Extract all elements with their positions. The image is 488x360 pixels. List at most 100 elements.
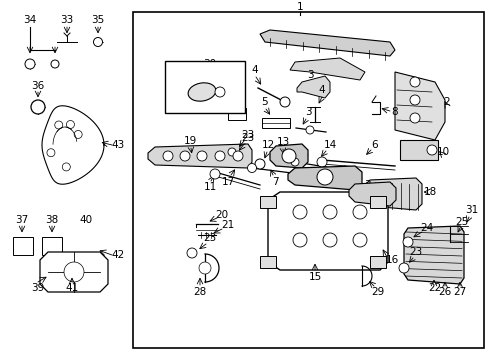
- Text: 12: 12: [261, 140, 274, 150]
- Text: 21: 21: [221, 220, 234, 230]
- Circle shape: [186, 248, 197, 258]
- Ellipse shape: [188, 83, 215, 101]
- Text: 2: 2: [443, 97, 449, 107]
- Text: 16: 16: [385, 255, 398, 265]
- Circle shape: [93, 37, 102, 46]
- Circle shape: [290, 158, 298, 166]
- Circle shape: [47, 149, 55, 157]
- Circle shape: [197, 151, 206, 161]
- Text: 14: 14: [323, 140, 336, 150]
- Bar: [369, 256, 385, 268]
- Text: 32: 32: [178, 90, 191, 100]
- Text: 3: 3: [304, 107, 311, 117]
- Polygon shape: [40, 252, 108, 292]
- Text: 4: 4: [251, 65, 258, 75]
- Polygon shape: [348, 182, 395, 206]
- Bar: [260, 196, 275, 208]
- Text: 13: 13: [276, 137, 289, 147]
- Circle shape: [64, 262, 84, 282]
- Circle shape: [163, 151, 173, 161]
- Text: 9: 9: [224, 87, 231, 97]
- Bar: [369, 196, 385, 208]
- Circle shape: [316, 169, 332, 185]
- Circle shape: [51, 60, 59, 68]
- Circle shape: [402, 237, 412, 247]
- Circle shape: [74, 130, 82, 139]
- Circle shape: [209, 169, 220, 179]
- Circle shape: [352, 233, 366, 247]
- Bar: [13, 237, 33, 255]
- Text: 4: 4: [318, 85, 325, 95]
- Polygon shape: [289, 58, 364, 80]
- Circle shape: [409, 77, 419, 87]
- Circle shape: [247, 163, 256, 172]
- Circle shape: [409, 95, 419, 105]
- Circle shape: [305, 126, 313, 134]
- Text: 15: 15: [308, 272, 321, 282]
- Polygon shape: [403, 226, 463, 284]
- Text: 19: 19: [183, 136, 196, 146]
- Text: 24: 24: [420, 223, 433, 233]
- Polygon shape: [394, 72, 444, 140]
- Text: 28: 28: [193, 287, 206, 297]
- Circle shape: [215, 151, 224, 161]
- Bar: [133, 12, 483, 348]
- Circle shape: [323, 205, 336, 219]
- Circle shape: [426, 145, 436, 155]
- Text: 6: 6: [371, 140, 378, 150]
- Circle shape: [323, 233, 336, 247]
- Circle shape: [66, 121, 74, 129]
- Text: 36: 36: [31, 81, 44, 91]
- Circle shape: [232, 151, 243, 161]
- Circle shape: [316, 157, 326, 167]
- Text: 10: 10: [436, 147, 448, 157]
- Text: 38: 38: [45, 215, 59, 225]
- Circle shape: [31, 100, 45, 114]
- Circle shape: [292, 233, 306, 247]
- Text: 23: 23: [408, 247, 422, 257]
- Bar: [164, 61, 244, 113]
- Circle shape: [62, 163, 70, 171]
- Circle shape: [340, 166, 348, 174]
- Bar: [399, 140, 437, 160]
- Polygon shape: [296, 76, 329, 98]
- Text: 22: 22: [427, 283, 441, 293]
- Text: 25: 25: [454, 217, 468, 227]
- Text: 43: 43: [111, 140, 124, 150]
- Circle shape: [180, 151, 190, 161]
- Text: 23: 23: [241, 133, 254, 143]
- Text: 41: 41: [65, 283, 79, 293]
- Text: 5: 5: [261, 97, 268, 107]
- Circle shape: [25, 59, 35, 69]
- Text: 18: 18: [423, 187, 436, 197]
- Text: 23: 23: [203, 233, 216, 243]
- Circle shape: [254, 159, 264, 169]
- Text: 29: 29: [370, 287, 384, 297]
- Text: 3: 3: [306, 70, 313, 80]
- Text: 37: 37: [15, 215, 29, 225]
- Circle shape: [227, 148, 236, 156]
- Text: 1: 1: [296, 2, 303, 12]
- Polygon shape: [267, 192, 387, 270]
- Text: 20: 20: [215, 210, 228, 220]
- Text: 26: 26: [437, 287, 451, 297]
- Text: 8: 8: [391, 107, 398, 117]
- Text: 27: 27: [452, 287, 466, 297]
- Text: 34: 34: [23, 15, 37, 25]
- Text: 31: 31: [465, 205, 478, 215]
- Text: 17: 17: [221, 177, 234, 187]
- Circle shape: [280, 97, 289, 107]
- Text: 33: 33: [60, 15, 74, 25]
- Text: 23: 23: [241, 130, 254, 140]
- Circle shape: [282, 149, 295, 163]
- Text: 3: 3: [363, 180, 369, 190]
- Text: 42: 42: [111, 250, 124, 260]
- Circle shape: [398, 263, 408, 273]
- Bar: [42, 237, 62, 255]
- Text: 40: 40: [79, 215, 92, 225]
- Text: 7: 7: [271, 177, 278, 187]
- Polygon shape: [287, 166, 361, 190]
- Polygon shape: [148, 144, 251, 168]
- Bar: [227, 108, 245, 120]
- Bar: [260, 256, 275, 268]
